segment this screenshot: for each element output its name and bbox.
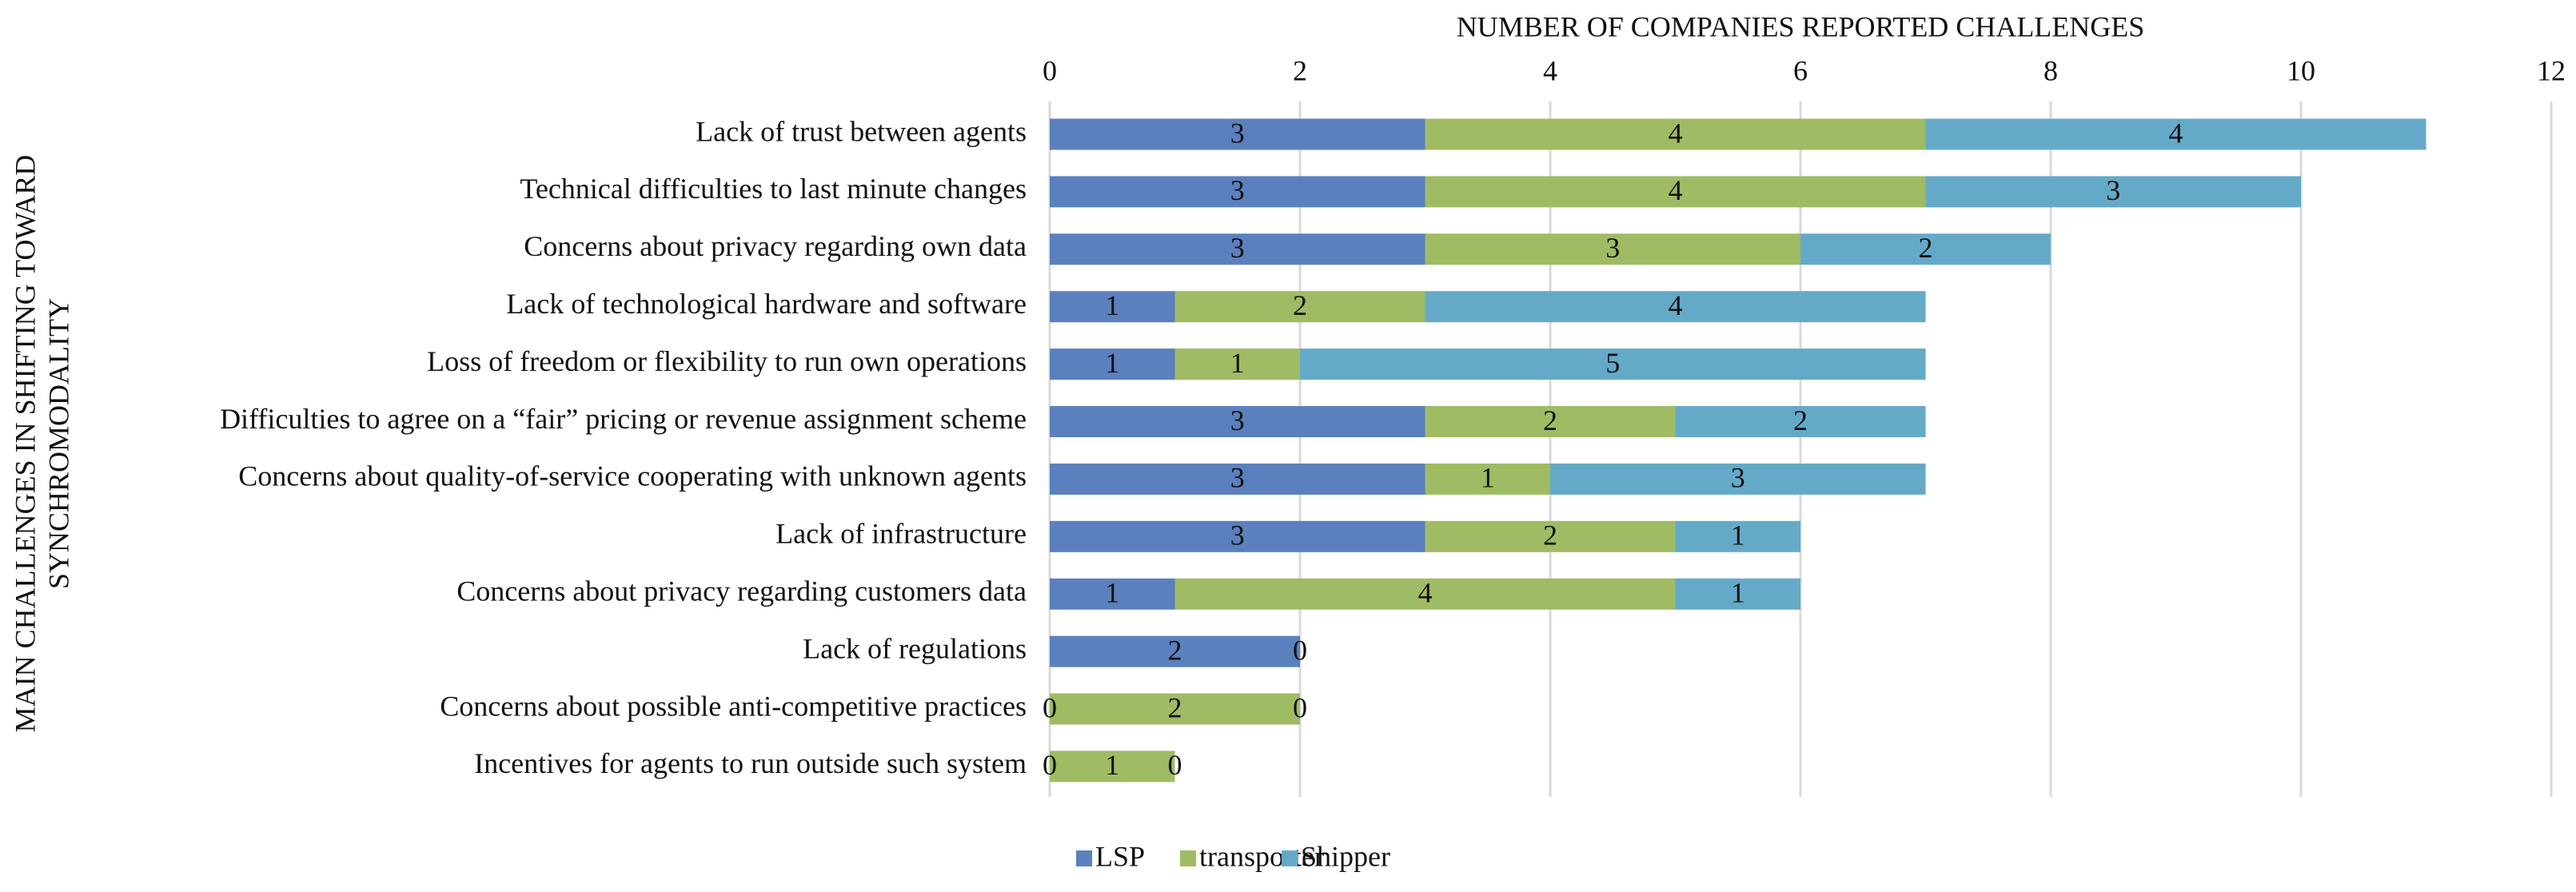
category-label: Lack of technological hardware and softw…: [506, 288, 1027, 320]
bar-segment: [1174, 578, 1676, 610]
bar-segment: [1050, 406, 1426, 437]
data-label: 5: [1605, 347, 1620, 379]
legend-label: Shipper: [1301, 840, 1390, 872]
data-label: 4: [1418, 576, 1433, 608]
x-tick-label: 4: [1543, 54, 1557, 86]
category-label: Incentives for agents to run outside suc…: [474, 747, 1027, 779]
data-label: 3: [1230, 520, 1245, 552]
data-label: 2: [1543, 404, 1557, 436]
data-label: 0: [1293, 634, 1307, 666]
bar-segment: [1675, 520, 1800, 552]
category-label: Concerns about privacy regarding custome…: [457, 575, 1027, 607]
data-label: 4: [1669, 174, 1683, 206]
bar-segment: [1675, 406, 1926, 437]
category-label: Loss of freedom or flexibility to run ow…: [427, 345, 1027, 377]
x-axis-title: NUMBER OF COMPANIES REPORTED CHALLENGES: [1457, 10, 2145, 42]
bar-segment: [1050, 348, 1175, 380]
bar-segment: [1050, 176, 1426, 208]
data-label: 3: [1731, 462, 1745, 494]
category-label: Lack of regulations: [803, 632, 1027, 664]
bar-segment: [1425, 118, 1926, 150]
data-label: 2: [1543, 520, 1557, 552]
data-label: 1: [1481, 462, 1495, 494]
data-label: 3: [1230, 404, 1245, 436]
bar-segment: [1425, 176, 1926, 208]
data-label: 4: [1669, 289, 1683, 321]
data-label: 1: [1105, 576, 1119, 608]
bar-segment: [1425, 291, 1926, 323]
bar-segment: [1050, 520, 1426, 552]
data-label: 0: [1043, 749, 1057, 781]
data-label: 3: [1605, 232, 1620, 264]
y-axis-title-line: MAIN CHALLENGES IN SHIFTING TOWARD: [9, 155, 41, 733]
category-label: Technical difficulties to last minute ch…: [520, 173, 1027, 205]
bar-segment: [1050, 118, 1426, 150]
x-tick-label: 0: [1043, 54, 1057, 86]
category-label: Lack of infrastructure: [776, 518, 1027, 550]
legend-label: transporter: [1199, 840, 1324, 872]
x-tick-label: 6: [1793, 54, 1808, 86]
category-label: Concerns about possible anti-competitive…: [440, 690, 1027, 722]
bar-segment: [1800, 233, 2051, 265]
bar-segment: [1050, 463, 1426, 495]
data-label: 0: [1168, 749, 1182, 781]
data-label: 1: [1731, 520, 1745, 552]
data-label: 1: [1105, 289, 1119, 321]
data-label: 3: [1230, 232, 1245, 264]
bar-segment: [1174, 348, 1300, 380]
bar-segment: [1675, 578, 1800, 610]
bar-segment: [1300, 348, 1926, 380]
data-label: 2: [1793, 404, 1808, 436]
x-tick-label: 2: [1293, 54, 1307, 86]
bar-segment: [1425, 463, 1550, 495]
bar-segment: [1550, 463, 1926, 495]
legend-label: LSP: [1095, 840, 1145, 872]
bar-segment: [1050, 635, 1300, 667]
bar-segment: [1925, 118, 2426, 150]
bar-segment: [1425, 406, 1676, 437]
data-label: 1: [1105, 347, 1119, 379]
data-label: 1: [1731, 576, 1745, 608]
legend-swatch: [1076, 850, 1092, 866]
legend-swatch: [1180, 850, 1196, 866]
bar-segment: [1050, 578, 1175, 610]
bar-segment: [1925, 176, 2301, 208]
legend-swatch: [1282, 850, 1298, 866]
bar-segment: [1050, 233, 1426, 265]
data-label: 3: [1230, 117, 1245, 149]
data-label: 1: [1105, 749, 1119, 781]
bar-segment: [1425, 520, 1676, 552]
bar-segment: [1174, 291, 1426, 323]
bar-segment: [1050, 693, 1300, 725]
y-axis-title: MAIN CHALLENGES IN SHIFTING TOWARD SYNCH…: [9, 155, 74, 733]
data-label: 0: [1293, 691, 1307, 723]
data-label: 2: [1168, 634, 1182, 666]
category-label: Concerns about quality-of-service cooper…: [238, 460, 1027, 492]
data-label: 4: [1669, 117, 1683, 149]
data-label: 0: [1043, 691, 1057, 723]
data-label: 3: [2106, 174, 2120, 206]
data-label: 2: [1293, 289, 1307, 321]
category-label: Difficulties to agree on a “fair” pricin…: [220, 403, 1027, 435]
data-label: 2: [1919, 232, 1933, 264]
category-label: Concerns about privacy regarding own dat…: [524, 230, 1027, 262]
bar-segment: [1050, 291, 1175, 323]
bar-segment: [1425, 233, 1800, 265]
data-label: 4: [2169, 117, 2183, 149]
data-label: 3: [1230, 462, 1245, 494]
bar-segment: [1050, 751, 1175, 782]
data-label: 2: [1168, 691, 1182, 723]
data-label: 1: [1230, 347, 1245, 379]
y-axis-title-line: SYNCHROMODALITY: [42, 298, 74, 589]
data-label: 3: [1230, 174, 1245, 206]
category-label: Lack of trust between agents: [696, 115, 1027, 147]
x-tick-label: 8: [2044, 54, 2058, 86]
x-tick-label: 10: [2287, 54, 2315, 86]
x-tick-label: 12: [2537, 54, 2566, 86]
